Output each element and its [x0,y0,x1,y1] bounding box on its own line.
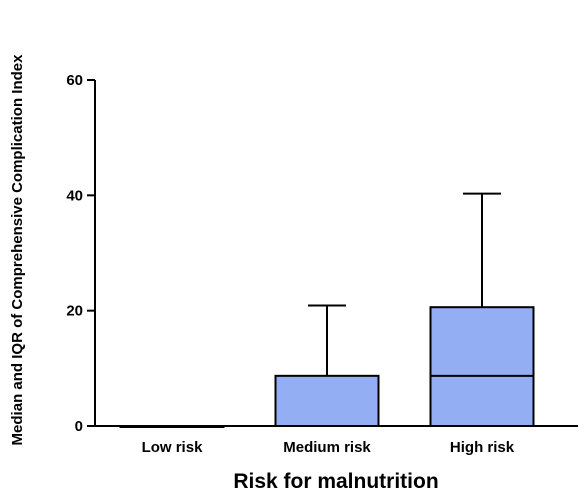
x-axis-title: Risk for malnutrition [233,470,438,493]
iqr-box [274,374,380,427]
box-medium-risk [274,304,380,427]
y-tick-label: 60 [66,72,83,89]
iqr-box [429,306,535,427]
box-high-risk [429,192,535,427]
x-axis-tick-labels: Low risk Medium risk High risk [142,439,515,456]
boxes [119,192,535,428]
x-tick-label: Low risk [142,439,204,456]
y-axis-ticks: 0 20 40 60 [66,72,95,435]
x-tick-label: High risk [450,439,515,456]
y-tick-label: 0 [75,418,83,435]
y-axis-title: Median and IQR of Comprehensive Complica… [9,54,26,446]
y-tick-label: 20 [66,303,83,320]
y-tick-label: 40 [66,187,83,204]
x-tick-label: Medium risk [283,439,371,456]
box-low-risk [119,425,225,428]
